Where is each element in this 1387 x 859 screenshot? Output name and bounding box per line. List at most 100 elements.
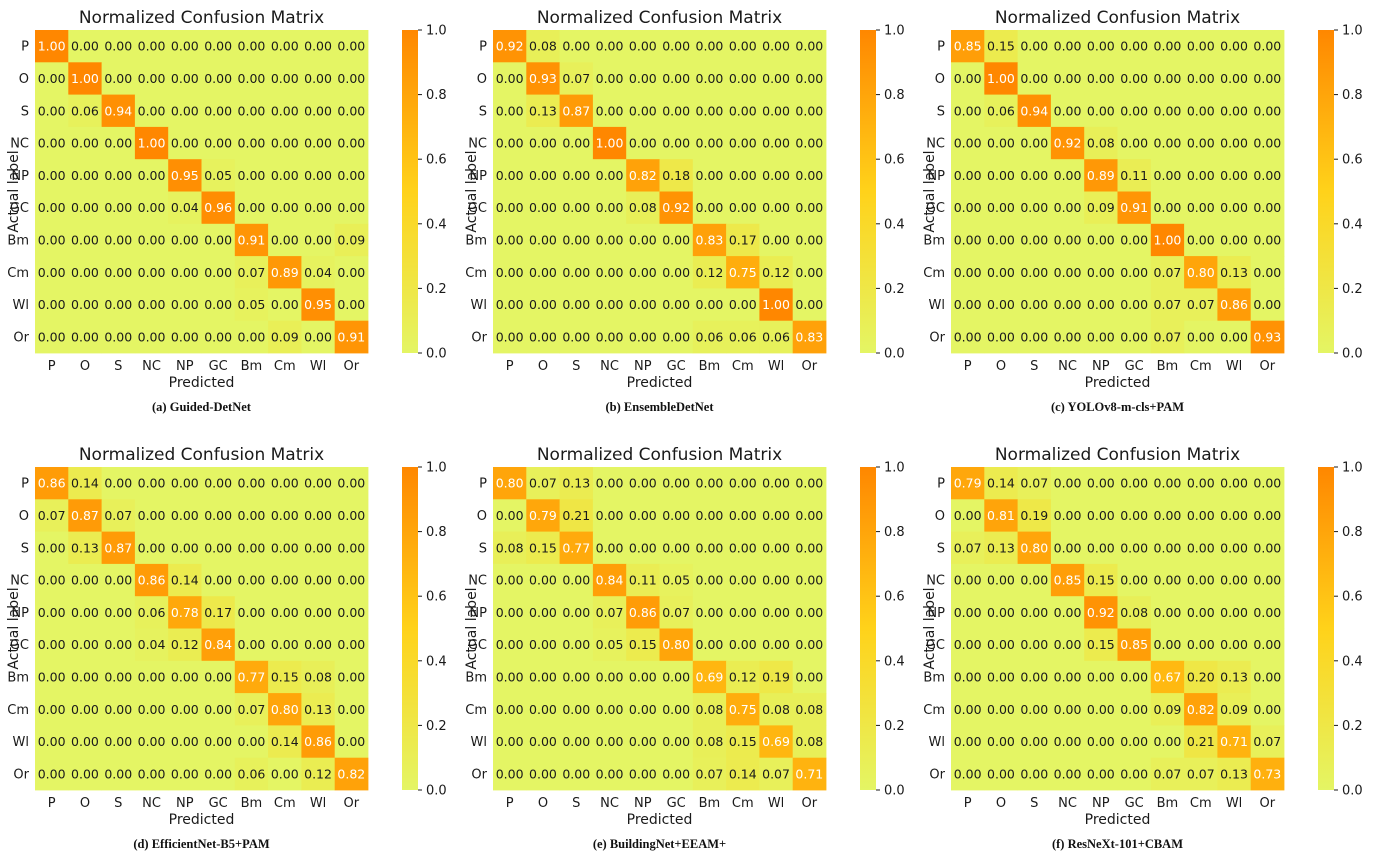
cell-value-label: 0.00 [1054, 232, 1082, 247]
heatmap-cell [1184, 191, 1218, 225]
heatmap-cell [1084, 126, 1118, 160]
heatmap-cell [68, 693, 102, 726]
x-tick-label: Bm [699, 359, 721, 374]
heatmap-cell [626, 94, 660, 128]
heatmap-cell [134, 660, 169, 694]
heatmap-cell [592, 499, 627, 532]
cell-value-label: 0.07 [238, 265, 266, 280]
cell-value-label: 0.00 [496, 734, 524, 749]
heatmap-cell [726, 628, 760, 662]
colorbar-tick-label: 0.6 [1342, 590, 1363, 605]
cell-value-label: 0.09 [1220, 702, 1248, 717]
heatmap-cell [168, 531, 202, 565]
cell-value-label: 0.00 [662, 297, 690, 312]
cell-value-label: 0.00 [662, 265, 690, 280]
heatmap-cell [559, 757, 594, 791]
heatmap-cell [134, 499, 169, 532]
heatmap-cell [526, 191, 560, 225]
cell-value-label: 0.00 [729, 573, 757, 588]
cell-value-label: 0.00 [71, 265, 99, 280]
heatmap-cell [201, 223, 236, 257]
cell-value-label: 0.06 [729, 329, 757, 344]
heatmap-cell [1217, 467, 1252, 500]
cell-value-label: 0.08 [304, 669, 332, 684]
cell-value-label: 0.19 [762, 669, 790, 684]
cell-value-label: 0.00 [337, 540, 365, 555]
heatmap-cell [659, 320, 694, 354]
cell-value-label: 0.17 [204, 605, 232, 620]
cell-value-label: 0.00 [729, 39, 757, 54]
cell-value-label: 0.00 [138, 734, 166, 749]
heatmap-cell [626, 126, 660, 160]
y-tick-label: Bm [7, 670, 29, 685]
heatmap-cell [1250, 126, 1285, 160]
cell-value-label: 0.00 [562, 200, 590, 215]
chart-title: Normalized Confusion Matrix [79, 445, 324, 465]
cell-value-label: 0.00 [562, 265, 590, 280]
heatmap-cell [301, 94, 336, 128]
cell-value-label: 0.00 [337, 637, 365, 652]
heatmap-cell [984, 531, 1018, 565]
cell-value-label: 0.00 [662, 734, 690, 749]
cell-value-label: 0.00 [662, 232, 690, 247]
cell-value-label: 0.00 [762, 232, 790, 247]
cell-value-label: 0.00 [795, 265, 823, 280]
cell-value-label: 0.00 [562, 39, 590, 54]
cell-value-label: 0.00 [1220, 540, 1248, 555]
heatmap-cell [493, 288, 527, 322]
x-tick-label: Wl [310, 359, 326, 374]
heatmap-cell [493, 563, 527, 597]
heatmap-cell [334, 467, 369, 500]
y-tick-label: NC [10, 574, 29, 589]
cell-value-label: 0.07 [596, 605, 624, 620]
cell-value-label: 0.00 [1253, 476, 1281, 491]
heatmap-cell [951, 563, 985, 597]
cell-value-label: 0.00 [1187, 605, 1215, 620]
cell-value-label: 0.86 [629, 605, 657, 620]
y-tick-label: Cm [923, 266, 945, 281]
heatmap-cell [626, 288, 660, 322]
cell-value-label: 0.00 [987, 605, 1015, 620]
heatmap-cell [101, 30, 136, 63]
cell-value-label: 0.00 [238, 329, 266, 344]
heatmap-cell [559, 467, 594, 500]
cell-value-label: 0.00 [171, 540, 199, 555]
heatmap-cell [201, 563, 236, 597]
cell-value-label: 0.92 [496, 39, 524, 54]
heatmap-cell [334, 628, 369, 662]
heatmap-cell [334, 288, 369, 322]
cell-value-label: 0.00 [1054, 637, 1082, 652]
cell-value-label: 0.00 [662, 540, 690, 555]
heatmap-cell [1050, 660, 1085, 694]
heatmap-cell [101, 126, 136, 160]
cell-value-label: 0.00 [987, 200, 1015, 215]
heatmap-cell [759, 126, 794, 160]
heatmap-cell [659, 725, 694, 759]
heatmap-cell [951, 725, 985, 759]
heatmap-cell [201, 628, 236, 662]
heatmap-cell [1050, 62, 1085, 95]
cell-value-label: 0.00 [762, 605, 790, 620]
heatmap-cell [726, 757, 760, 791]
cell-value-label: 0.00 [562, 734, 590, 749]
x-tick-label: NC [1058, 796, 1077, 811]
heatmap-cell [1084, 320, 1118, 354]
cell-value-label: 0.00 [662, 136, 690, 151]
heatmap-cell [559, 628, 594, 662]
heatmap-cell [792, 126, 827, 160]
cell-value-label: 0.07 [1020, 476, 1048, 491]
cell-value-label: 0.00 [1187, 476, 1215, 491]
heatmap-cell [592, 256, 627, 289]
cell-value-label: 0.00 [596, 232, 624, 247]
heatmap-cell [592, 628, 627, 662]
heatmap-cell [1084, 159, 1118, 192]
cell-value-label: 0.00 [71, 605, 99, 620]
colorbar-tick-label: 0.8 [426, 88, 447, 103]
cell-value-label: 0.00 [38, 605, 66, 620]
heatmap-cell [168, 126, 202, 160]
cell-value-label: 0.00 [1054, 39, 1082, 54]
cell-value-label: 0.13 [562, 476, 590, 491]
cell-value-label: 0.00 [1220, 476, 1248, 491]
heatmap-cell [201, 256, 236, 289]
cell-value-label: 0.00 [1120, 508, 1148, 523]
